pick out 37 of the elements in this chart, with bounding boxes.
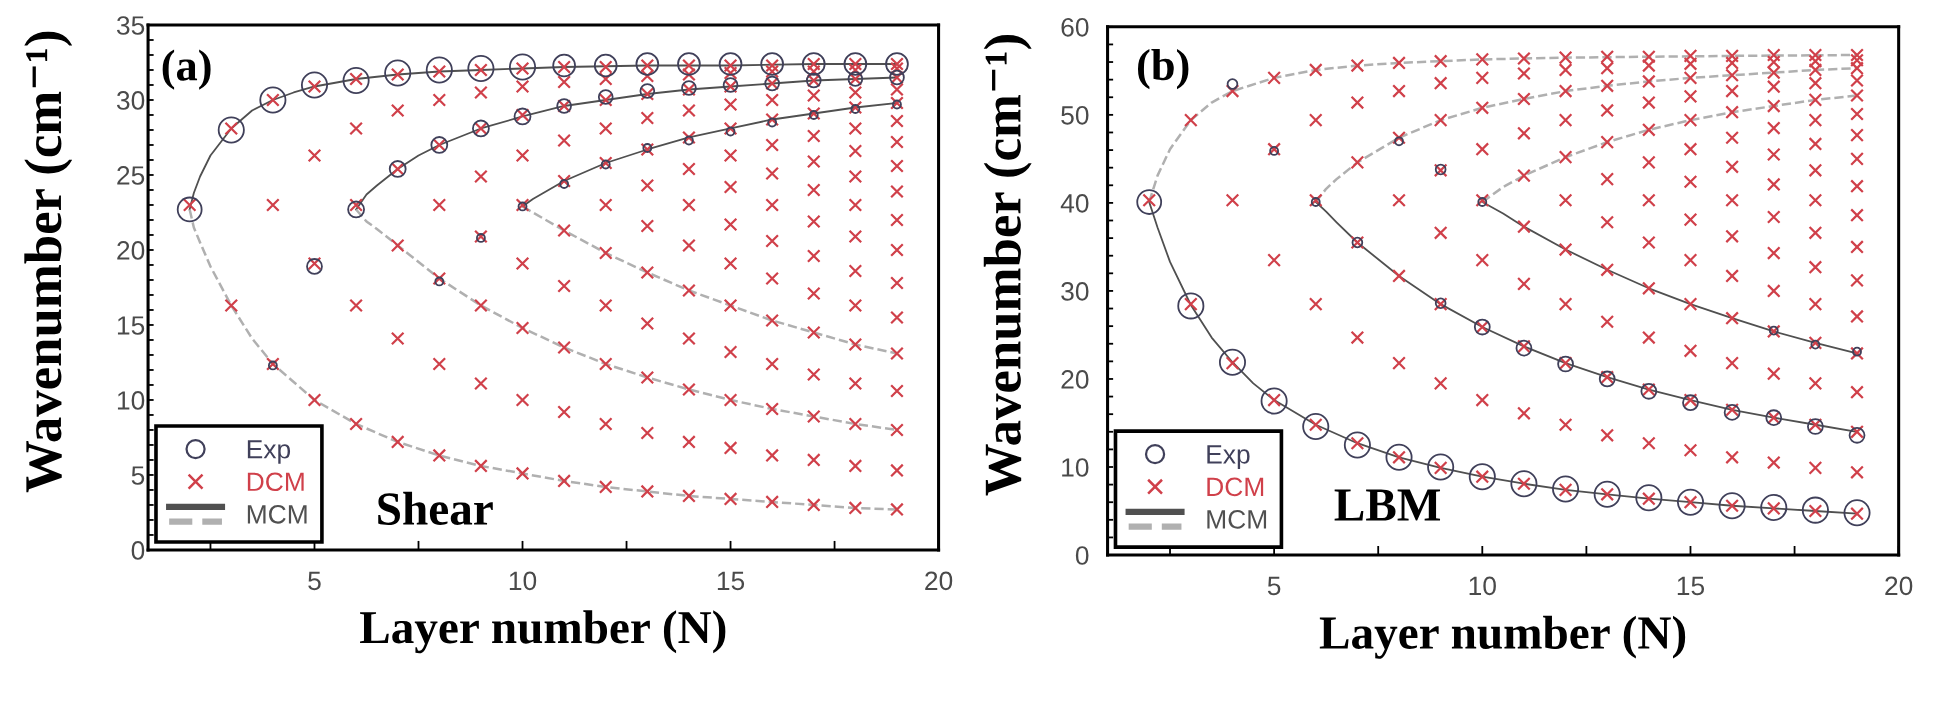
legend-label: Exp xyxy=(247,440,291,464)
x-tick-label: 5 xyxy=(308,571,321,591)
x-axis-title: Layer number (N) xyxy=(360,610,726,654)
x-tick-label: 10 xyxy=(1469,576,1496,596)
x-tick-label: 15 xyxy=(1677,576,1705,596)
y-axis-title: Wavenumber (cm⁻¹) xyxy=(983,35,1032,496)
y-tick-label: 0 xyxy=(131,541,145,560)
y-tick-label: 20 xyxy=(1061,370,1089,389)
x-tick-label: 15 xyxy=(717,571,745,591)
y-tick-label: 0 xyxy=(1075,546,1089,565)
annotation: Shear xyxy=(378,491,493,526)
y-tick-label: 35 xyxy=(116,16,145,35)
y-tick-label: 15 xyxy=(117,316,145,335)
annotation: (a) xyxy=(162,49,211,90)
y-tick-label: 30 xyxy=(116,91,145,110)
x-tick-label: 20 xyxy=(1885,576,1913,596)
y-tick-label: 30 xyxy=(1061,282,1089,301)
y-tick-label: 25 xyxy=(117,166,145,185)
x-axis-title: Layer number (N) xyxy=(1319,615,1686,659)
y-tick-label: 60 xyxy=(1061,17,1089,37)
annotation: LBM xyxy=(1334,489,1441,521)
y-tick-label: 50 xyxy=(1061,105,1089,125)
x-tick-label: 20 xyxy=(925,571,953,591)
y-tick-label: 5 xyxy=(131,466,145,485)
legend-label: DCM xyxy=(1207,477,1264,497)
annotation: (b) xyxy=(1138,48,1189,90)
x-tick-label: 10 xyxy=(509,571,537,591)
y-tick-label: 20 xyxy=(117,241,145,260)
y-tick-label: 40 xyxy=(1060,194,1089,213)
legend-label: DCM xyxy=(247,472,304,492)
x-tick-label: 5 xyxy=(1267,576,1281,596)
y-axis-title: Wavenumber (cm⁻¹) xyxy=(24,31,73,493)
legend-label: MCM xyxy=(1207,510,1267,529)
legend-label: MCM xyxy=(247,504,307,524)
legend-label: Exp xyxy=(1207,445,1250,469)
y-tick-label: 10 xyxy=(1062,458,1089,477)
y-tick-label: 10 xyxy=(117,391,145,410)
